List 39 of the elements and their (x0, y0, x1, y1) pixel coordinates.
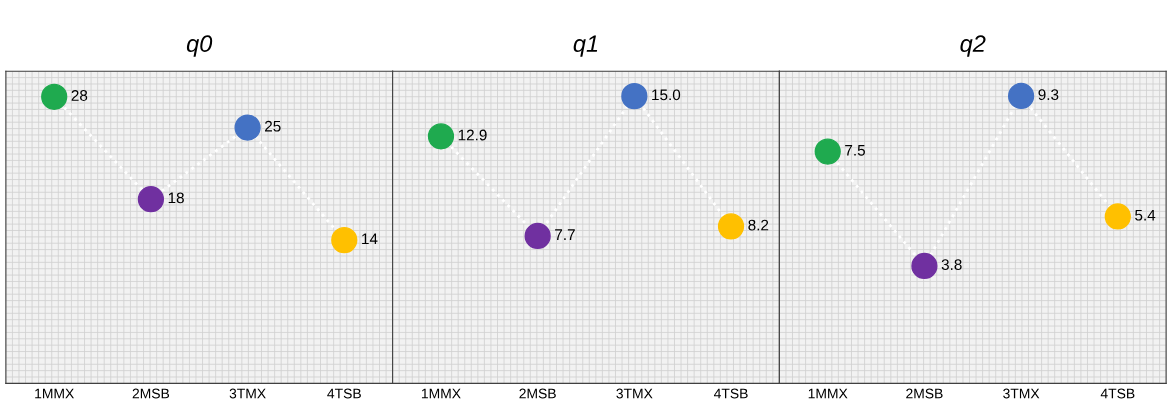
point (137, 186, 165, 213)
x-tick-label: 1MMX (421, 388, 461, 399)
point (814, 138, 841, 165)
point (234, 114, 261, 141)
x-tick-label: 1MMX (35, 388, 74, 399)
point (427, 123, 455, 150)
data-label: 8.2 (748, 219, 769, 231)
x-tick-label: 2MSB (132, 388, 170, 399)
point (1104, 203, 1131, 230)
point (621, 83, 648, 110)
chart-title: q0 (186, 35, 213, 57)
chart-title: q2 (960, 35, 986, 57)
data-label: 7.7 (555, 229, 575, 240)
data-label: 9.3 (1038, 89, 1059, 101)
data-label: 14 (362, 233, 378, 245)
chart-title: q1 (573, 35, 598, 57)
x-tick-label: 2MSB (906, 388, 943, 399)
point (41, 83, 68, 110)
data-label: 12.9 (458, 129, 487, 141)
x-tick-label: 4TSB (327, 388, 361, 399)
point (911, 252, 938, 280)
x-tick-label: 4TSB (1100, 388, 1135, 399)
x-tick-label: 3TMX (229, 388, 266, 399)
point (331, 226, 358, 254)
x-tick-label: 1MMX (808, 388, 848, 399)
data-label: 7.5 (845, 145, 865, 156)
data-label: 25 (265, 120, 281, 132)
data-label: 18 (168, 192, 184, 204)
point (717, 213, 745, 240)
data-label: 28 (71, 90, 88, 101)
point (1007, 82, 1035, 110)
x-tick-label: 3TMX (616, 388, 653, 399)
data-label: 5.4 (1135, 209, 1156, 221)
x-tick-label: 4TSB (713, 388, 748, 399)
data-label: 3.8 (941, 259, 962, 271)
data-label: 15.0 (652, 89, 681, 101)
x-tick-label: 2MSB (519, 388, 556, 399)
x-tick-label: 3TMX (1003, 388, 1040, 399)
point (524, 222, 551, 250)
